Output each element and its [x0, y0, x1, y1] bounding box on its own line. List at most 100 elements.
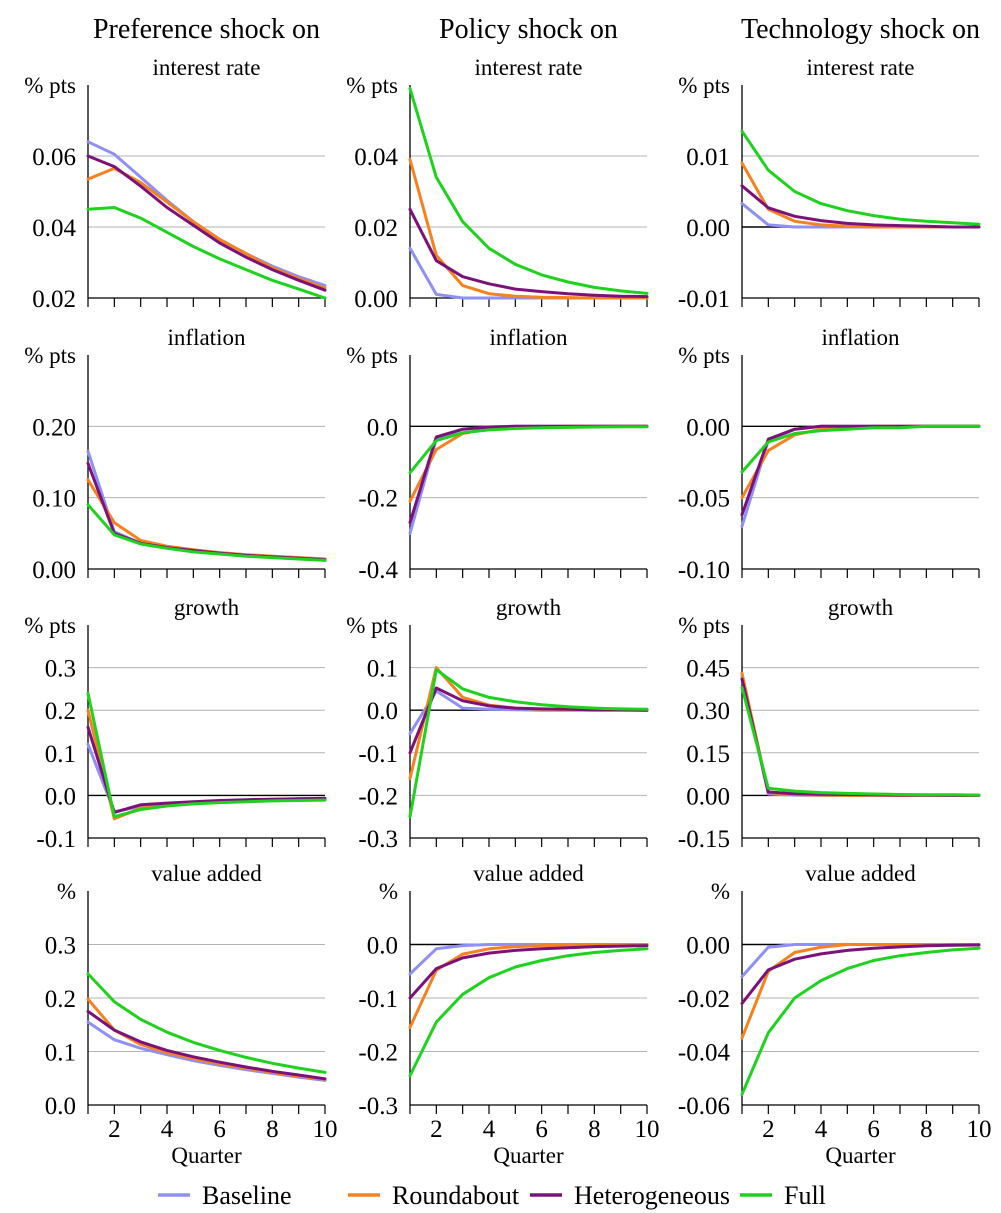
- panel-inflation: inflation % pts 0.00 0.10 0.20: [24, 325, 327, 584]
- series-line-heterogeneous: [740, 184, 981, 229]
- series-line-full: [86, 503, 327, 562]
- y-unit-label: % pts: [346, 613, 398, 638]
- series-line-roundabout: [740, 671, 981, 797]
- y-tick-label: -0.1: [358, 741, 398, 768]
- panel-interest-rate: interest rate % pts 0.02 0.04 0.06: [24, 55, 327, 313]
- series-line-roundabout: [86, 478, 327, 561]
- panel-subtitle: value added: [151, 861, 262, 886]
- x-tick-label: 4: [815, 1116, 828, 1143]
- y-unit-label: %: [57, 879, 76, 904]
- series-line-roundabout: [408, 943, 649, 1029]
- series-line-roundabout: [408, 158, 649, 300]
- y-tick-label: -0.04: [678, 1040, 731, 1067]
- y-tick-label: 0.04: [354, 144, 398, 171]
- series-line-baseline: [408, 689, 649, 736]
- series-line-baseline: [86, 140, 327, 288]
- y-unit-label: %: [711, 879, 730, 904]
- y-tick-label: 0.0: [45, 783, 76, 810]
- x-tick-label: 10: [635, 1116, 660, 1143]
- y-tick-label: -0.02: [678, 986, 730, 1013]
- panel-subtitle: value added: [473, 861, 584, 886]
- x-tick-label: 6: [535, 1116, 548, 1143]
- y-tick-label: 0.00: [686, 783, 730, 810]
- legend-label: Baseline: [202, 1181, 292, 1210]
- series-line-roundabout: [86, 166, 327, 290]
- x-axis-label: Quarter: [171, 1143, 242, 1168]
- y-tick-label: -0.3: [358, 826, 398, 853]
- y-unit-label: % pts: [678, 73, 730, 98]
- panel-subtitle: growth: [174, 595, 240, 620]
- y-tick-label: -0.15: [678, 826, 730, 853]
- y-tick-label: 0.3: [45, 656, 76, 683]
- y-tick-label: -0.2: [358, 783, 398, 810]
- series-line-roundabout: [408, 666, 649, 780]
- series-line-heterogeneous: [86, 461, 327, 562]
- y-tick-label: 0.30: [686, 698, 730, 725]
- series-line-full: [408, 947, 649, 1078]
- panel-subtitle: interest rate: [807, 55, 915, 80]
- series-line-full: [740, 946, 981, 1096]
- panel-subtitle: growth: [828, 595, 894, 620]
- series-line-baseline: [740, 674, 981, 797]
- column-title: Policy shock on: [439, 14, 618, 45]
- x-tick-label: 2: [108, 1116, 121, 1143]
- panel-growth: growth % pts -0.15 0.00 0.15 0.30 0.45: [678, 595, 981, 853]
- y-tick-label: 0.01: [686, 144, 730, 171]
- column-title: Technology shock on: [741, 14, 980, 45]
- y-tick-label: -0.2: [358, 1040, 398, 1067]
- y-tick-label: 0.00: [686, 933, 730, 960]
- series-line-heterogeneous: [86, 1009, 327, 1081]
- y-unit-label: % pts: [24, 73, 76, 98]
- y-tick-label: -0.2: [358, 486, 398, 513]
- series-line-heterogeneous: [86, 725, 327, 814]
- panel-interest-rate: interest rate % pts 0.00 0.02 0.04: [346, 55, 649, 313]
- y-tick-label: 0.1: [367, 656, 398, 683]
- y-tick-label: 0.02: [354, 215, 398, 242]
- series-line-heterogeneous: [408, 207, 649, 299]
- y-tick-label: 0.3: [45, 933, 76, 960]
- y-tick-label: -0.1: [358, 986, 398, 1013]
- panel-value-added: value added% 0.0 0.1 0.2 0.3 2 4 6 8 10 Quarter: [45, 861, 338, 1168]
- panel-subtitle: interest rate: [153, 55, 261, 80]
- x-tick-label: 6: [213, 1116, 226, 1143]
- panel-subtitle: interest rate: [475, 55, 583, 80]
- panel-inflation: inflation % pts -0.10 -0.05 0.00: [678, 325, 981, 584]
- x-tick-label: 2: [430, 1116, 443, 1143]
- series-line-full: [86, 691, 327, 819]
- y-tick-label: 0.00: [686, 215, 730, 242]
- panel-subtitle: inflation: [168, 325, 246, 350]
- column-title: Preference shock on: [93, 14, 320, 45]
- y-tick-label: 0.15: [686, 741, 730, 768]
- y-unit-label: % pts: [24, 613, 76, 638]
- panel-subtitle: inflation: [822, 325, 900, 350]
- y-unit-label: % pts: [24, 343, 76, 368]
- panel-value-added: value added% -0.3 -0.2 -0.1 0.0 2 4 6 8 10 Quarter: [358, 861, 659, 1168]
- x-tick-label: 6: [867, 1116, 880, 1143]
- y-tick-label: 0.0: [45, 1093, 76, 1120]
- y-tick-label: -0.3: [358, 1093, 398, 1120]
- panel-growth: growth % pts -0.1 0.0 0.1 0.2 0.3: [24, 595, 327, 853]
- series-line-full: [408, 87, 649, 295]
- y-tick-label: 0.00: [32, 557, 76, 584]
- y-tick-label: 0.20: [32, 414, 76, 441]
- x-tick-label: 4: [161, 1116, 174, 1143]
- panel-growth: growth % pts -0.3 -0.2 -0.1 0.0 0.1: [346, 595, 649, 853]
- panel-subtitle: value added: [805, 861, 916, 886]
- panel-inflation: inflation % pts -0.4 -0.2 0.0: [346, 325, 649, 584]
- y-unit-label: % pts: [678, 343, 730, 368]
- series-line-full: [408, 425, 649, 475]
- y-tick-label: -0.10: [678, 557, 730, 584]
- y-tick-label: 0.1: [45, 741, 76, 768]
- y-tick-label: -0.06: [678, 1093, 730, 1120]
- series-line-heterogeneous: [408, 424, 649, 525]
- y-tick-label: 0.0: [367, 414, 398, 441]
- x-tick-label: 8: [266, 1116, 279, 1143]
- y-tick-label: -0.01: [678, 286, 730, 313]
- x-tick-label: 2: [762, 1116, 775, 1143]
- legend-label: Heterogeneous: [574, 1181, 730, 1210]
- x-axis-label: Quarter: [825, 1143, 896, 1168]
- series-line-full: [86, 206, 327, 300]
- y-unit-label: % pts: [346, 343, 398, 368]
- series-line-full: [740, 686, 981, 797]
